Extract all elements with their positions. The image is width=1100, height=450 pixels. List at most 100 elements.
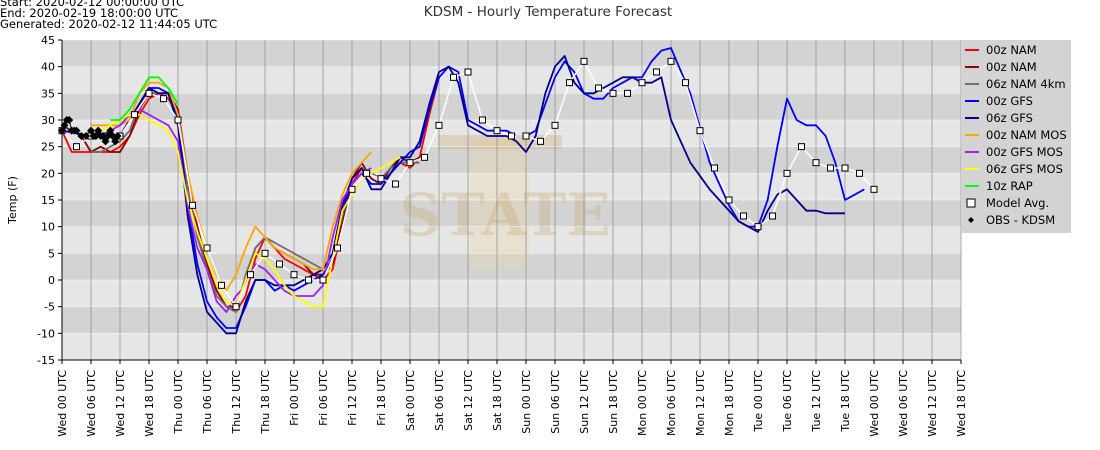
model-avg-marker xyxy=(174,116,182,124)
y-tick-label: 45 xyxy=(41,34,55,47)
model-avg-marker xyxy=(537,137,544,145)
x-tick-label: Wed 12 UTC xyxy=(114,370,127,437)
x-tick-label: Wed 12 UTC xyxy=(926,370,939,437)
model-avg-marker xyxy=(276,260,283,268)
start-time: Start: 2020-02-12 00:00:00 UTC xyxy=(0,0,185,9)
band xyxy=(62,306,961,334)
x-tick-label: Tue 00 UTC xyxy=(752,370,765,433)
model-avg-marker xyxy=(232,303,240,311)
legend-label: 00z NAM MOS xyxy=(986,128,1067,142)
legend-label: Model Avg. xyxy=(986,196,1049,210)
series-markers xyxy=(58,57,878,311)
model-avg-marker xyxy=(653,68,660,76)
x-tick-label: Mon 06 UTC xyxy=(665,370,678,436)
model-avg-marker xyxy=(551,121,559,129)
model-avg-marker xyxy=(305,276,312,284)
legend-box xyxy=(961,40,1071,233)
model-avg-marker xyxy=(754,223,762,231)
x-tick-label: Thu 18 UTC xyxy=(259,370,272,435)
model-avg-marker xyxy=(334,244,341,252)
legend-label: 06z GFS MOS xyxy=(986,162,1063,176)
model-avg-marker xyxy=(856,169,863,177)
model-avg-marker xyxy=(363,169,370,177)
model-avg-marker xyxy=(377,175,385,183)
model-avg-marker xyxy=(189,201,196,209)
x-tick-label: Wed 18 UTC xyxy=(143,370,156,437)
model-avg-marker xyxy=(595,84,602,92)
y-tick-label: 0 xyxy=(48,274,55,287)
generated-time: Generated: 2020-02-12 11:44:05 UTC xyxy=(0,17,218,31)
band xyxy=(62,173,961,200)
x-tick-label: Tue 06 UTC xyxy=(781,370,794,433)
x-tick-label: Thu 00 UTC xyxy=(172,370,185,435)
series-line-5 xyxy=(91,81,373,292)
x-tick-label: Thu 06 UTC xyxy=(201,370,214,435)
model-avg-marker xyxy=(696,127,704,135)
obs-marker xyxy=(77,132,86,140)
model-avg-marker xyxy=(203,244,211,252)
obs-marker xyxy=(72,126,81,135)
model-avg-marker xyxy=(145,89,153,97)
model-avg-marker xyxy=(609,89,617,97)
series-line-8 xyxy=(110,76,179,121)
model-avg-marker xyxy=(841,164,849,172)
x-tick-label: Mon 00 UTC xyxy=(636,370,649,436)
band xyxy=(62,280,961,307)
model-avg-marker xyxy=(493,127,501,135)
model-avg-marker xyxy=(740,212,747,220)
y-tick-label: 15 xyxy=(41,194,55,207)
y-tick-label: 10 xyxy=(41,221,55,234)
model-avg-marker xyxy=(870,185,878,193)
x-tick-label: Tue 18 UTC xyxy=(839,370,852,433)
model-avg-marker xyxy=(580,57,588,65)
x-tick-label: Mon 18 UTC xyxy=(723,370,736,436)
model-avg-marker xyxy=(638,79,646,87)
model-avg-marker xyxy=(160,95,167,103)
legend-label: 06z GFS xyxy=(986,111,1033,125)
model-avg-marker xyxy=(392,180,399,188)
end-time: End: 2020-02-19 18:00:00 UTC xyxy=(0,6,178,20)
model-avg-marker xyxy=(406,159,414,167)
model-avg-marker xyxy=(479,116,486,124)
model-avg-marker xyxy=(783,169,791,177)
x-tick-label: Fri 12 UTC xyxy=(346,370,359,426)
x-tick-label: Wed 00 UTC xyxy=(56,370,69,437)
obs-marker xyxy=(113,132,122,140)
model-avg-marker xyxy=(131,111,138,119)
band xyxy=(62,333,961,360)
x-tick-label: Wed 06 UTC xyxy=(897,370,910,437)
model-avg-marker xyxy=(421,153,428,161)
axes: -15 -10 -5 0 5 10 15 20 25 30 35 40 45 Wed 00 UTC Wed … xyxy=(37,34,968,437)
x-tick-label: Thu 12 UTC xyxy=(230,370,243,435)
x-tick-label: Mon 12 UTC xyxy=(694,370,707,436)
model-avg-marker xyxy=(725,196,733,204)
y-tick-label: -5 xyxy=(44,301,55,314)
model-avg-marker xyxy=(348,185,356,193)
y-tick-label: 25 xyxy=(41,141,55,154)
x-tick-label: Sun 06 UTC xyxy=(549,370,562,434)
x-tick-label: Sun 12 UTC xyxy=(578,370,591,434)
model-avg-marker xyxy=(667,57,675,65)
band xyxy=(62,200,961,227)
legend-swatch xyxy=(966,198,976,208)
obs-marker xyxy=(65,116,74,124)
model-avg-marker xyxy=(522,132,530,140)
model-avg-marker xyxy=(450,73,457,81)
y-tick-label: 35 xyxy=(41,87,55,100)
y-tick-label: -10 xyxy=(37,327,55,340)
x-tick-label: Sun 18 UTC xyxy=(607,370,620,434)
legend-label: 00z GFS MOS xyxy=(986,145,1063,159)
x-tick-label: Fri 00 UTC xyxy=(288,370,301,426)
model-avg-marker xyxy=(812,159,820,167)
band xyxy=(62,146,961,174)
model-avg-marker xyxy=(464,68,472,76)
run-metadata: Start: 2020-02-12 00:00:00 UTC End: 2020… xyxy=(0,0,217,30)
model-avg-marker xyxy=(827,164,834,172)
x-tick-label: Sat 12 UTC xyxy=(462,370,475,431)
chart-title: KDSM - Hourly Temperature Forecast xyxy=(424,4,672,20)
legend-label: 00z NAM xyxy=(986,43,1037,57)
band xyxy=(62,40,961,67)
x-tick-label: Sat 06 UTC xyxy=(433,370,446,431)
y-tick-label: 20 xyxy=(41,167,55,180)
model-avg-marker xyxy=(566,79,573,87)
